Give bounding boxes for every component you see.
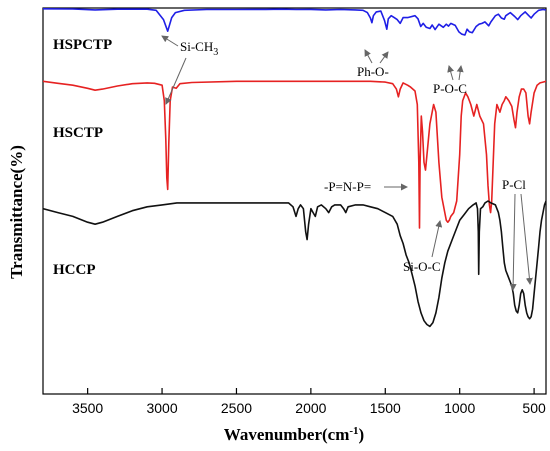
x-axis-ticks: 3500 3000 2500 2000 1500 1000 500: [72, 388, 546, 416]
series-label-hccp: HCCP: [53, 262, 96, 278]
arrow-ph-o-left: [364, 49, 373, 64]
x-tick-label: 1500: [370, 400, 401, 416]
arrow-p-o-c-right: [456, 65, 464, 81]
arrow-p-o-c-left: [447, 65, 455, 81]
annotation-si-o-c: Si-O-C: [403, 259, 441, 274]
arrow-si-o-c: [431, 220, 443, 258]
annotation-p-cl: P-Cl: [502, 177, 526, 192]
x-tick-label: 1000: [444, 400, 475, 416]
curve-hsctp: [43, 80, 546, 229]
annotation-si-ch3: Si-CH3: [180, 39, 218, 58]
x-tick-label: 2000: [295, 400, 326, 416]
x-tick-label: 500: [522, 400, 546, 416]
plot-frame: [42, 7, 547, 395]
annotations-group: Si-CH3 Ph-O- P-O-C -P=N-P= Si-O-C P-Cl: [161, 35, 533, 291]
curves-group: [43, 8, 546, 328]
series-label-hsctp: HSCTP: [53, 125, 103, 141]
x-tick-label: 3500: [72, 400, 103, 416]
series-label-hspctp: HSPCTP: [53, 37, 112, 53]
arrow-p-cl-right: [520, 193, 533, 285]
curve-hccp: [43, 200, 546, 328]
curve-hspctp: [43, 8, 546, 36]
arrow-si-ch3-lower: [165, 57, 187, 105]
x-tick-label: 3000: [146, 400, 177, 416]
y-axis-title: Transmittance(%): [7, 145, 26, 279]
arrow-ph-o-right: [379, 51, 389, 64]
annotation-p-n-p: -P=N-P=: [324, 179, 371, 194]
arrow-p-cl-left: [509, 193, 517, 291]
arrow-si-ch3-upper: [161, 35, 179, 47]
annotation-p-o-c: P-O-C: [433, 81, 467, 96]
x-axis-title: Wavenumber(cm-1): [224, 425, 364, 444]
annotation-ph-o: Ph-O-: [357, 64, 389, 79]
x-tick-label: 2500: [221, 400, 252, 416]
